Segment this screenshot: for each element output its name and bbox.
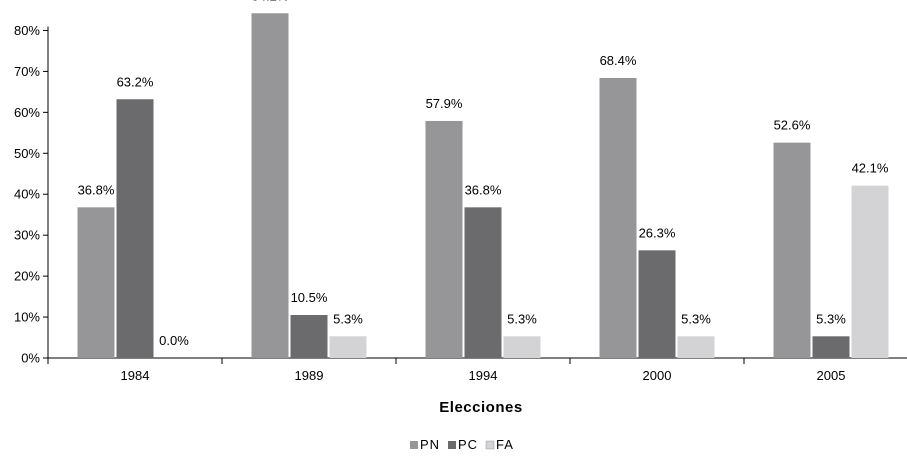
bars [77,13,889,359]
x-tick-label: 1994 [469,368,498,383]
bar-pc [290,315,328,358]
x-tick-label: 1989 [295,368,324,383]
y-tick-label: 0% [21,351,40,366]
bar-pc [638,250,676,358]
data-label-fa: 42.1% [852,161,889,176]
legend: PN PC FA [410,437,514,452]
legend-swatch-pc [448,441,456,449]
legend-label-fa: FA [496,437,514,452]
bar-pn [773,142,811,358]
x-tick-label: 2005 [817,368,846,383]
bar-pc [812,336,850,358]
data-label-fa: 5.3% [333,311,363,326]
y-tick-label: 30% [14,228,40,243]
bar-fa [329,336,367,358]
y-tick-label: 70% [14,64,40,79]
bar-pc [116,99,154,358]
y-tick-label: 80% [14,23,40,38]
bar-fa [503,336,541,358]
legend-swatch-pn [410,441,418,449]
bar-pn [77,207,115,358]
x-tick-label: 1984 [121,368,150,383]
data-label-pc: 5.3% [816,311,846,326]
y-tick-label: 50% [14,146,40,161]
bar-fa [851,185,889,358]
y-tick-label: 20% [14,269,40,284]
data-label-fa: 5.3% [681,311,711,326]
y-tick-label: 60% [14,105,40,120]
data-label-fa: 5.3% [507,311,537,326]
data-label-pc: 36.8% [465,182,502,197]
y-axis: 0% 10% 20% 30% 40% 50% 60% 70% 80% [14,23,49,366]
bar-pn [425,120,463,358]
bar-pn [599,77,637,359]
legend-label-pc: PC [458,437,478,452]
legend-swatch-fa [485,440,495,450]
bar-fa [677,336,715,358]
data-label-pn: 84.2% [252,0,289,3]
data-label-pn: 68.4% [600,53,637,68]
legend-label-pn: PN [420,437,440,452]
data-labels: 36.8% 63.2% 0.0% 84.2% 10.5% 5.3% 57.9% 36.8% 5.… [78,0,889,348]
data-label-pn: 52.6% [774,118,811,133]
x-tick-label: 2000 [643,368,672,383]
data-label-pc: 63.2% [117,74,154,89]
y-tick-label: 10% [14,310,40,325]
data-label-fa: 0.0% [159,333,189,348]
data-label-pc: 10.5% [291,290,328,305]
bar-pn [251,13,289,358]
y-tick-label: 40% [14,187,40,202]
data-label-pn: 57.9% [426,96,463,111]
data-label-pn: 36.8% [78,182,115,197]
x-axis: 1984 1989 1994 2000 2005 [47,357,907,383]
bar-pc [464,207,502,358]
data-label-pc: 26.3% [639,225,676,240]
x-axis-title: Elecciones [439,399,522,416]
